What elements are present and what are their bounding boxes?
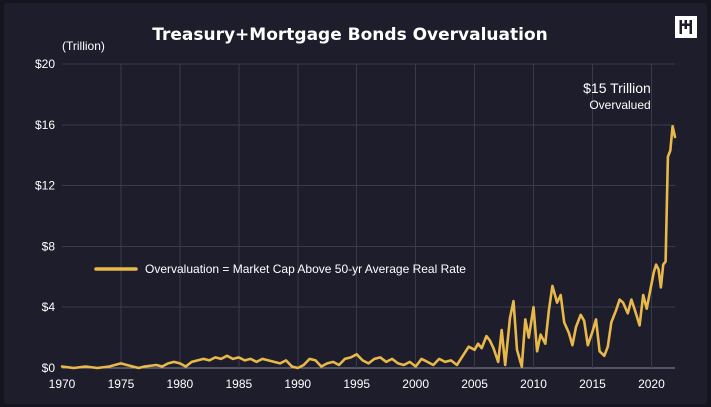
- x-axis-ticks: 1970 1975 1980 1985 1990 1995 2000 2005 2010 2015…: [49, 377, 665, 391]
- unit-label: (Trillion): [62, 39, 105, 53]
- x-tick-label: 1970: [49, 377, 76, 391]
- logo-icon: [675, 16, 697, 38]
- series-layer: [60, 125, 677, 370]
- y-tick-label: $0: [42, 361, 56, 375]
- chart-svg: Treasury+Mortgage Bonds Overvaluation (T…: [35, 16, 697, 391]
- x-tick-label: 1980: [167, 377, 194, 391]
- grid-layer: [62, 63, 675, 369]
- x-tick-label: 1990: [284, 377, 311, 391]
- chart-card: Treasury+Mortgage Bonds Overvaluation (T…: [4, 3, 707, 404]
- legend: Overvaluation = Market Cap Above 50-yr A…: [94, 262, 466, 276]
- x-tick-label: 2010: [520, 377, 547, 391]
- legend-label: Overvaluation = Market Cap Above 50-yr A…: [145, 262, 466, 276]
- series-line-0: [60, 125, 677, 370]
- x-tick-label: 1975: [108, 377, 135, 391]
- x-tick-label: 2015: [579, 377, 606, 391]
- y-tick-label: $8: [42, 239, 56, 253]
- annotation-line-2: Overvalued: [589, 98, 650, 112]
- y-tick-label: $12: [35, 179, 55, 193]
- y-tick-label: $20: [35, 57, 55, 71]
- annotation-line-1: $15 Trillion: [583, 80, 651, 96]
- x-tick-label: 2020: [638, 377, 665, 391]
- x-tick-label: 2000: [402, 377, 429, 391]
- x-tick-label: 1995: [343, 377, 370, 391]
- x-tick-label: 1985: [225, 377, 252, 391]
- x-tick-label: 2005: [461, 377, 488, 391]
- y-axis-ticks: $0 $4 $8 $12 $16 $20: [35, 57, 55, 375]
- chart-title: Treasury+Mortgage Bonds Overvaluation: [152, 25, 548, 45]
- y-tick-label: $4: [42, 300, 56, 314]
- y-tick-label: $16: [35, 118, 55, 132]
